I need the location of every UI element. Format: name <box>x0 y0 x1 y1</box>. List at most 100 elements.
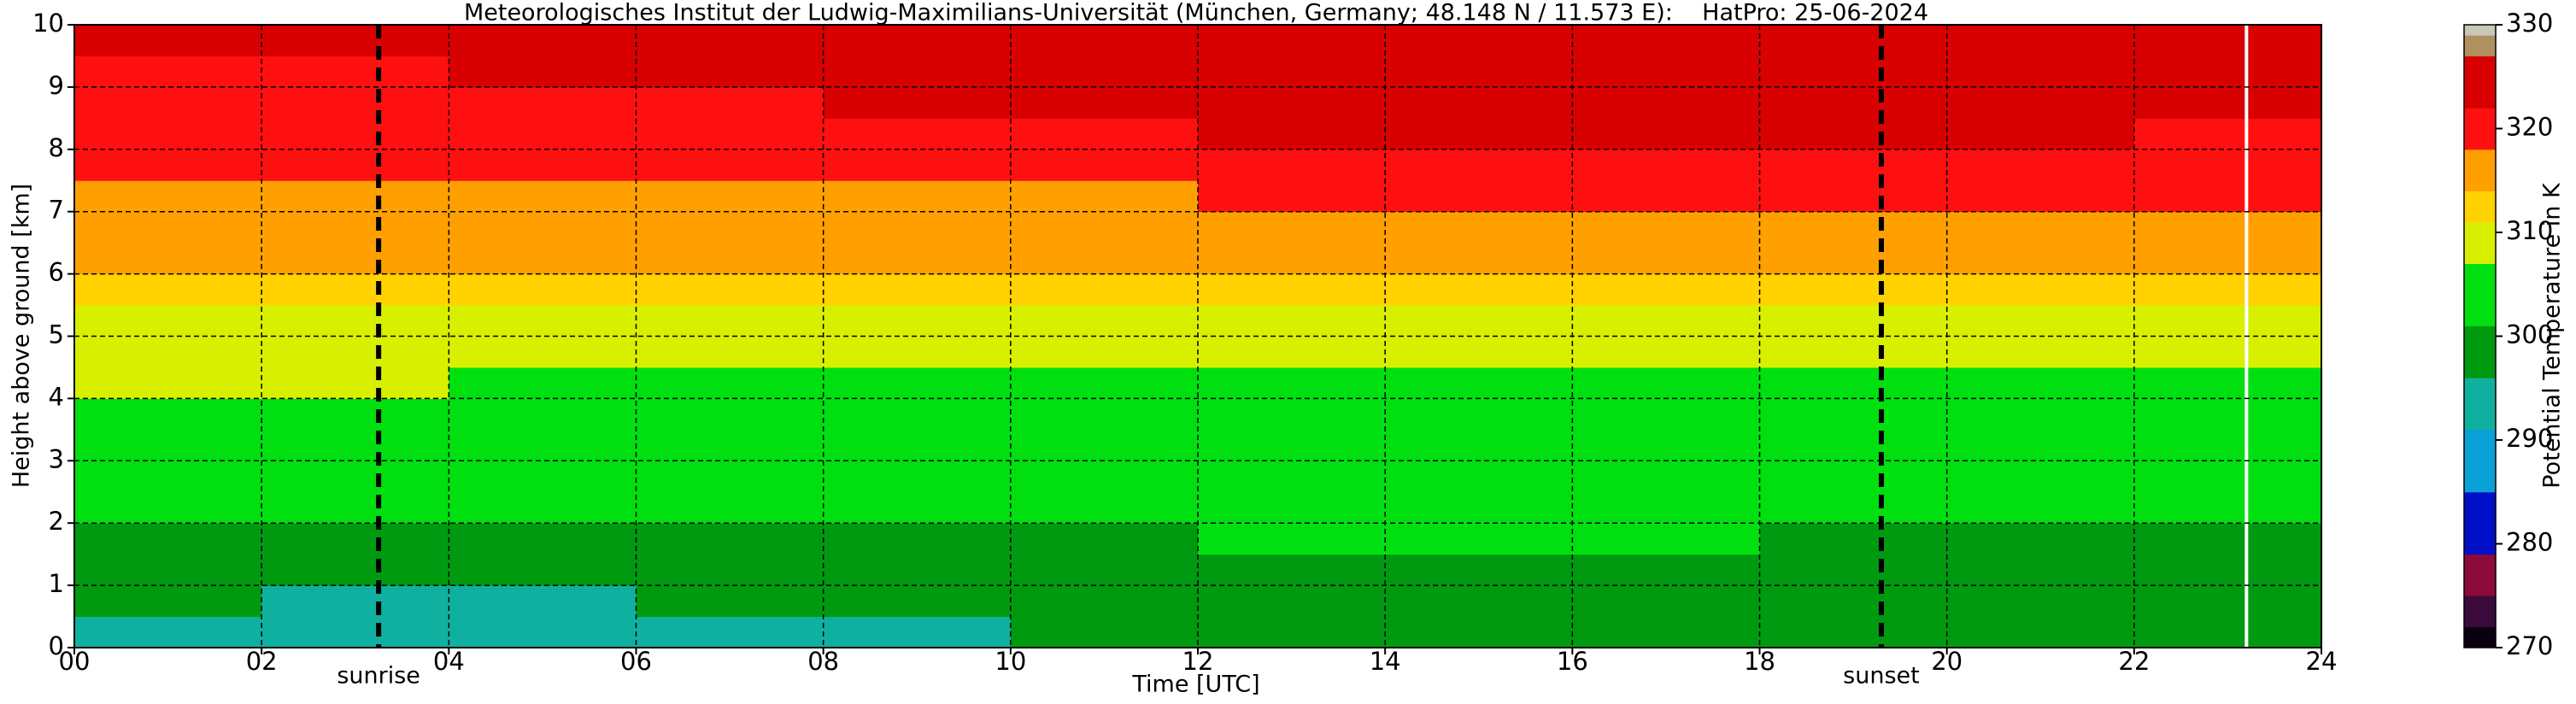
heatmap-cell <box>1572 523 1760 555</box>
colorbar-tick-label: 290 <box>2506 424 2553 453</box>
heatmap-cell <box>2133 336 2322 368</box>
heatmap-cell <box>1198 554 1386 586</box>
heatmap-cell <box>1759 243 1948 275</box>
heatmap-cell <box>1759 367 1948 399</box>
colorbar-segment <box>2464 56 2496 109</box>
heatmap-cell <box>1198 211 1386 243</box>
heatmap-cell <box>1572 585 1760 618</box>
heatmap-cell <box>823 616 1012 648</box>
colorbar-segment <box>2464 429 2496 493</box>
heatmap-cell <box>1572 554 1760 586</box>
heatmap-cell <box>449 398 637 431</box>
heatmap-cell <box>1385 429 1573 461</box>
heatmap-cell <box>74 305 262 337</box>
heatmap-cell <box>2133 398 2322 431</box>
heatmap-cell <box>1010 491 1199 524</box>
x-tick-label: 18 <box>1744 647 1775 676</box>
heatmap-cell <box>74 25 262 56</box>
heatmap-cell <box>1946 243 2135 275</box>
heatmap-cell <box>1385 118 1573 150</box>
heatmap-cell <box>1385 461 1573 493</box>
heatmap-cell <box>1572 86 1760 119</box>
heatmap-cell <box>1198 243 1386 275</box>
heatmap-cell <box>1946 367 2135 399</box>
y-tick-label: 6 <box>49 258 64 287</box>
heatmap-cell <box>1198 367 1386 399</box>
heatmap-cell <box>261 305 449 337</box>
heatmap-cell <box>1946 336 2135 368</box>
heatmap-cell <box>1010 429 1199 461</box>
heatmap-cell <box>1946 523 2135 555</box>
colorbar-segment <box>2464 191 2496 223</box>
heatmap-cell <box>74 149 262 181</box>
heatmap-cell <box>1010 585 1199 618</box>
heatmap-cell <box>261 180 449 213</box>
heatmap-cell <box>1010 149 1199 181</box>
heatmap-cell <box>2133 243 2322 275</box>
heatmap-cell <box>2133 429 2322 461</box>
heatmap-cell <box>1572 180 1760 213</box>
heatmap-cell <box>1198 25 1386 56</box>
heatmap-cell <box>74 616 262 648</box>
colorbar-tick-label: 320 <box>2506 113 2553 142</box>
heatmap-cell <box>261 523 449 555</box>
heatmap-cell <box>1198 273 1386 306</box>
heatmap-cell <box>1759 491 1948 524</box>
heatmap-cell <box>1572 56 1760 88</box>
heatmap-cell <box>1198 429 1386 461</box>
heatmap-cell <box>449 367 637 399</box>
heatmap-cell <box>1759 429 1948 461</box>
heatmap-cell <box>823 336 1012 368</box>
heatmap-cell <box>1010 243 1199 275</box>
heatmap-cell <box>1010 211 1199 243</box>
heatmap-cell <box>1572 305 1760 337</box>
heatmap-cell <box>1946 491 2135 524</box>
heatmap-cell <box>1385 554 1573 586</box>
heatmap-cell <box>74 461 262 493</box>
heatmap-cell <box>636 273 824 306</box>
heatmap-cell <box>261 398 449 431</box>
heatmap-cell <box>1946 461 2135 493</box>
x-tick-label: 10 <box>995 647 1026 676</box>
heatmap-cell <box>1010 461 1199 493</box>
heatmap-cell <box>2133 585 2322 618</box>
heatmap-cell <box>1572 149 1760 181</box>
heatmap-cell <box>261 367 449 399</box>
colorbar-label: Potential Temperature in K <box>2539 182 2566 489</box>
heatmap-cell <box>261 149 449 181</box>
heatmap-cell <box>823 554 1012 586</box>
heatmap-cell <box>1198 585 1386 618</box>
heatmap-cell <box>261 56 449 88</box>
heatmap-cell <box>74 56 262 88</box>
colorbar-tick-label: 300 <box>2506 320 2553 349</box>
colorbar-segment <box>2464 326 2496 378</box>
colorbar-segment <box>2464 25 2496 36</box>
heatmap-cell <box>823 149 1012 181</box>
heatmap-cell <box>74 554 262 586</box>
colorbar-segment <box>2464 595 2496 628</box>
heatmap-cell <box>1385 180 1573 213</box>
heatmap-cell <box>636 554 824 586</box>
heatmap-cell <box>823 25 1012 56</box>
heatmap-cell <box>823 429 1012 461</box>
heatmap-cell <box>636 367 824 399</box>
heatmap-cell <box>1572 616 1760 648</box>
heatmap-cell <box>1385 25 1573 56</box>
heatmap-cell <box>1198 86 1386 119</box>
heatmap-cell <box>1946 616 2135 648</box>
heatmap-cell <box>449 616 637 648</box>
heatmap-cell <box>449 461 637 493</box>
heatmap-cell <box>2133 305 2322 337</box>
heatmap-cell <box>636 180 824 213</box>
x-tick-label: 02 <box>246 647 278 676</box>
heatmap-cell <box>449 554 637 586</box>
x-tick-label: 22 <box>2118 647 2150 676</box>
x-tick-label: 12 <box>1182 647 1214 676</box>
heatmap-cell <box>2133 554 2322 586</box>
heatmap-cell <box>1759 273 1948 306</box>
heatmap-cell <box>1946 86 2135 119</box>
colorbar-segment <box>2464 149 2496 191</box>
heatmap-cell <box>1010 523 1199 555</box>
heatmap-cell <box>74 336 262 368</box>
